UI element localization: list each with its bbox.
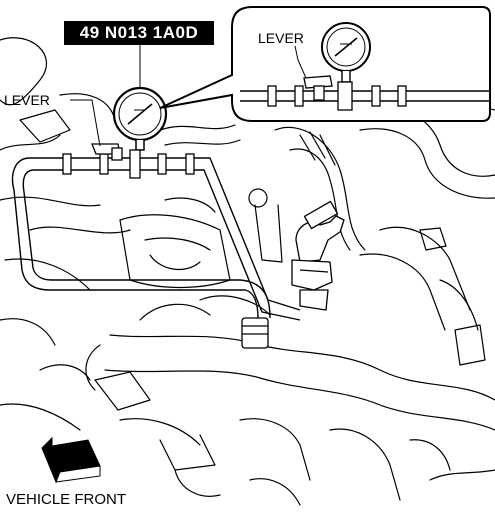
fuel-connector: [291, 200, 345, 311]
lever-label: LEVER: [4, 92, 50, 108]
vehicle-front-label: VEHICLE FRONT: [6, 491, 127, 508]
lever-handle-icon: [91, 143, 123, 161]
manifold-fittings: [62, 149, 269, 349]
lever-leader-line: [70, 99, 101, 147]
arrow-down-left-icon: [41, 436, 101, 484]
gauge-hose: [11, 157, 301, 321]
engine-background-linework: [0, 37, 495, 506]
inset-lever-label: LEVER: [258, 30, 304, 46]
pressure-gauge-icon: [112, 86, 168, 151]
inset-detail-callout: [159, 6, 491, 122]
tool-number-tag: 49 N013 1A0D: [64, 21, 214, 45]
